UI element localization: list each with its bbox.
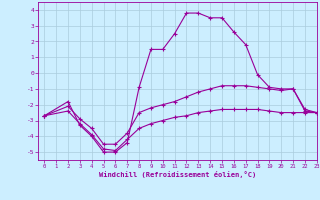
X-axis label: Windchill (Refroidissement éolien,°C): Windchill (Refroidissement éolien,°C): [99, 171, 256, 178]
